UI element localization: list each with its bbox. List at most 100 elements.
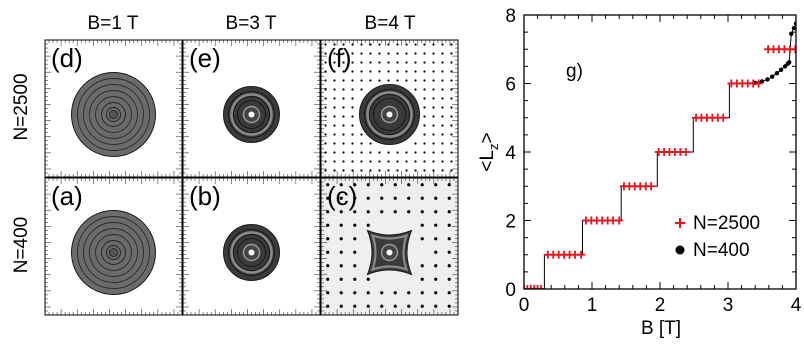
vortex-dot bbox=[333, 61, 336, 64]
vortex-dot bbox=[447, 277, 451, 281]
vortex-dot bbox=[326, 264, 330, 268]
vortex-dot bbox=[326, 304, 330, 308]
series-point-n2500 bbox=[530, 285, 539, 289]
vortex-dot bbox=[360, 52, 363, 55]
vortex-dot bbox=[434, 304, 438, 308]
vortex-dot bbox=[326, 223, 330, 227]
legend-label-n400: N=400 bbox=[693, 240, 750, 261]
series-point-n2500 bbox=[537, 285, 545, 289]
y-axis-label: <Lz> bbox=[477, 132, 501, 171]
vortex-dot bbox=[333, 169, 336, 172]
vortex-dot bbox=[351, 97, 354, 100]
vortex-dot bbox=[407, 210, 411, 214]
x-tick-label: 4 bbox=[791, 295, 802, 316]
vortex-dot bbox=[351, 160, 354, 163]
vortex-dot bbox=[414, 79, 417, 82]
vortex-dot bbox=[420, 264, 424, 268]
vortex-dot bbox=[423, 52, 426, 55]
vortex-dot bbox=[387, 61, 390, 64]
vortex-dot bbox=[434, 183, 438, 187]
vortex-dot bbox=[396, 43, 399, 46]
vortex-dot bbox=[447, 304, 451, 308]
vortex-dot bbox=[423, 133, 426, 136]
vortex-dot bbox=[351, 106, 354, 109]
vortex-dot bbox=[405, 70, 408, 73]
vortex-dot bbox=[393, 210, 397, 214]
vortex-dot bbox=[432, 115, 435, 118]
vortex-dot bbox=[450, 142, 453, 145]
vortex-dot bbox=[396, 79, 399, 82]
series-point-n2500 bbox=[577, 250, 586, 259]
vortex-dot bbox=[441, 97, 444, 100]
vortex-dot bbox=[342, 115, 345, 118]
vortex-dot bbox=[324, 70, 327, 73]
series-point-n2500 bbox=[681, 148, 690, 156]
vortex-dot bbox=[326, 183, 330, 187]
vortex-dot bbox=[450, 61, 453, 64]
vortex-dot bbox=[420, 291, 424, 295]
vortex-dot bbox=[441, 88, 444, 91]
vortex-dot bbox=[369, 52, 372, 55]
vortex-dot bbox=[342, 61, 345, 64]
vortex-dot bbox=[450, 133, 453, 136]
vortex-dot bbox=[342, 142, 345, 145]
series-point-n2500 bbox=[754, 79, 763, 88]
vortex-dot bbox=[326, 237, 330, 241]
column-header-b1: B=1 T bbox=[88, 13, 139, 34]
density-contours bbox=[366, 229, 413, 276]
series-point-n2500 bbox=[526, 285, 535, 289]
vortex-lattice bbox=[324, 43, 453, 172]
vortex-dot bbox=[360, 160, 363, 163]
vortex-dot bbox=[450, 52, 453, 55]
vortex-dot bbox=[423, 43, 426, 46]
panel-frame bbox=[44, 177, 183, 316]
vortex-dot bbox=[369, 43, 372, 46]
vortex-dot bbox=[360, 169, 363, 172]
vortex-dot bbox=[441, 142, 444, 145]
x-tick-label: 2 bbox=[655, 295, 666, 316]
vortex-dot bbox=[387, 70, 390, 73]
vortex-dot bbox=[441, 151, 444, 154]
chart-annotation: g) bbox=[566, 61, 583, 82]
density-panel-e: (e) bbox=[182, 39, 321, 178]
vortex-dot bbox=[333, 70, 336, 73]
vortex-dot bbox=[339, 210, 343, 214]
vortex-dot bbox=[326, 210, 330, 214]
vortex-dot bbox=[450, 106, 453, 109]
vortex-dot bbox=[396, 61, 399, 64]
density-contours bbox=[71, 72, 156, 157]
vortex-dot bbox=[324, 43, 327, 46]
vortex-dot bbox=[333, 52, 336, 55]
vortex-dot bbox=[351, 88, 354, 91]
vortex-dot bbox=[387, 43, 390, 46]
vortex-dot bbox=[339, 304, 343, 308]
series-point-n400 bbox=[765, 77, 770, 82]
vortex-dot bbox=[339, 196, 343, 200]
vortex-dot bbox=[423, 106, 426, 109]
y-tick-label: 8 bbox=[505, 6, 516, 27]
vortex-dot bbox=[333, 106, 336, 109]
vortex-dot bbox=[333, 133, 336, 136]
vortex-dot bbox=[369, 61, 372, 64]
vortex-dot bbox=[378, 169, 381, 172]
panel-frame bbox=[44, 39, 183, 178]
vortex-dot bbox=[366, 210, 370, 214]
series-point-n2500 bbox=[791, 45, 796, 54]
series-point-n2500 bbox=[533, 285, 542, 289]
panel-label: (c) bbox=[327, 181, 357, 211]
density-panel-a: (a) bbox=[44, 177, 183, 316]
vortex-dot bbox=[450, 151, 453, 154]
vortex-dot bbox=[378, 43, 381, 46]
vortex-dot bbox=[420, 196, 424, 200]
panel-frame bbox=[182, 177, 321, 316]
vortex-dot bbox=[351, 142, 354, 145]
vortex-dot bbox=[339, 291, 343, 295]
vortex-dot bbox=[414, 160, 417, 163]
vortex-dot bbox=[380, 196, 384, 200]
vortex-dot bbox=[326, 250, 330, 254]
angular-momentum-chart: 0 1 2 3 4 0 2 4 6 8 g) B [T] <Lz> N=2500 N=400 bbox=[477, 6, 802, 339]
vortex-dot bbox=[420, 210, 424, 214]
vortex-dot bbox=[432, 79, 435, 82]
vortex-dot bbox=[441, 70, 444, 73]
